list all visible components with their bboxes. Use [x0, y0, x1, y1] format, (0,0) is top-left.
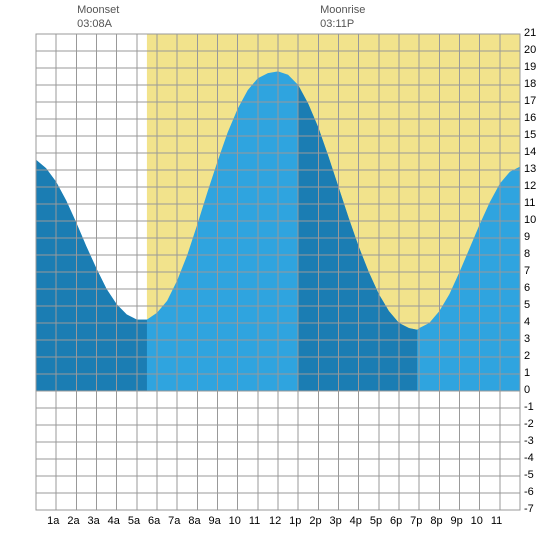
x-tick-label: 4p — [350, 515, 362, 527]
y-tick-label: 15 — [524, 129, 536, 141]
y-tick-label: 16 — [524, 112, 536, 124]
y-tick-label: -4 — [524, 452, 534, 464]
y-tick-label: -1 — [524, 401, 534, 413]
x-tick-label: 11 — [491, 515, 502, 527]
y-tick-label: 2 — [524, 350, 530, 362]
x-tick-label: 6a — [148, 515, 160, 527]
y-tick-label: 6 — [524, 282, 530, 294]
x-tick-label: 2a — [67, 515, 79, 527]
x-tick-label: 6p — [390, 515, 402, 527]
y-tick-label: 14 — [524, 146, 536, 158]
y-tick-label: -3 — [524, 435, 534, 447]
x-tick-label: 7a — [168, 515, 180, 527]
y-tick-label: 17 — [524, 95, 536, 107]
y-tick-label: 3 — [524, 333, 530, 345]
y-tick-label: 9 — [524, 231, 530, 243]
y-tick-label: -6 — [524, 486, 534, 498]
y-tick-label: -2 — [524, 418, 534, 430]
x-tick-label: 3p — [330, 515, 342, 527]
y-tick-label: 13 — [524, 163, 536, 175]
x-tick-label: 9p — [451, 515, 463, 527]
x-tick-label: 1a — [47, 515, 59, 527]
x-tick-label: 8a — [188, 515, 200, 527]
moonrise-annotation: Moonrise 03:11P — [320, 4, 365, 32]
y-tick-label: 18 — [524, 78, 536, 90]
chart-svg — [0, 0, 550, 550]
moonset-annotation: Moonset 03:08A — [77, 4, 119, 32]
y-tick-label: 21 — [524, 27, 536, 39]
y-tick-label: 4 — [524, 316, 530, 328]
x-tick-label: 10 — [471, 515, 483, 527]
x-tick-label: 2p — [309, 515, 321, 527]
y-tick-label: 1 — [524, 367, 530, 379]
x-tick-label: 7p — [410, 515, 422, 527]
x-tick-label: 4a — [108, 515, 120, 527]
y-tick-label: 11 — [524, 197, 535, 209]
x-tick-label: 11 — [249, 515, 260, 527]
x-tick-label: 5a — [128, 515, 140, 527]
x-tick-label: 5p — [370, 515, 382, 527]
y-tick-label: 10 — [524, 214, 536, 226]
x-tick-label: 10 — [229, 515, 241, 527]
x-tick-label: 3a — [88, 515, 100, 527]
y-tick-label: 19 — [524, 61, 536, 73]
x-tick-label: 8p — [430, 515, 442, 527]
y-tick-label: -7 — [524, 503, 534, 515]
y-tick-label: -5 — [524, 469, 534, 481]
y-tick-label: 0 — [524, 384, 530, 396]
y-tick-label: 5 — [524, 299, 530, 311]
y-tick-label: 8 — [524, 248, 530, 260]
x-tick-label: 12 — [269, 515, 281, 527]
x-tick-label: 9a — [209, 515, 221, 527]
y-tick-label: 12 — [524, 180, 536, 192]
tide-chart: 2120191817161514131211109876543210-1-2-3… — [0, 0, 550, 550]
x-tick-label: 1p — [289, 515, 301, 527]
y-tick-label: 7 — [524, 265, 530, 277]
y-tick-label: 20 — [524, 44, 536, 56]
